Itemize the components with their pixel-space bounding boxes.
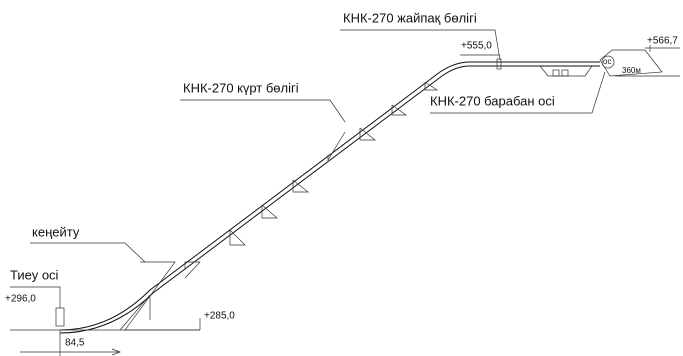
label: КНК-270 күрт бөлігі (183, 80, 299, 95)
block (562, 70, 568, 76)
leaders (10, 30, 680, 308)
flat-support (540, 66, 592, 76)
leader (30, 243, 145, 262)
dimension: 84,5 (65, 338, 85, 349)
block (553, 70, 559, 76)
support (230, 230, 245, 245)
label: КНК-270 жайпақ бөлігі (343, 10, 477, 25)
mark: ос (603, 57, 611, 66)
elevation: +555,0 (461, 41, 492, 52)
support (185, 262, 200, 278)
distance-arrow (20, 349, 120, 355)
elevation: +566,7 (647, 36, 678, 47)
label: КНК-270 барабан осі (430, 93, 555, 108)
diagram: КНК-270 жайпақ бөлігі +555,0 +566,7 КНК-… (0, 0, 683, 356)
label: Тиеу осі (10, 267, 59, 282)
marker (497, 59, 501, 69)
support (262, 205, 277, 218)
support (360, 128, 375, 140)
support (425, 82, 437, 90)
widening-contour (125, 262, 200, 330)
support (392, 105, 406, 115)
conveyor (10, 50, 680, 356)
label: кеңейту (32, 224, 80, 239)
loader (56, 308, 64, 326)
elevation: +285,0 (204, 311, 235, 322)
leader (180, 100, 345, 122)
support (120, 295, 150, 330)
elevation: +296,0 (5, 294, 36, 305)
dimension: 360м (622, 66, 641, 75)
ground-line (10, 318, 200, 330)
